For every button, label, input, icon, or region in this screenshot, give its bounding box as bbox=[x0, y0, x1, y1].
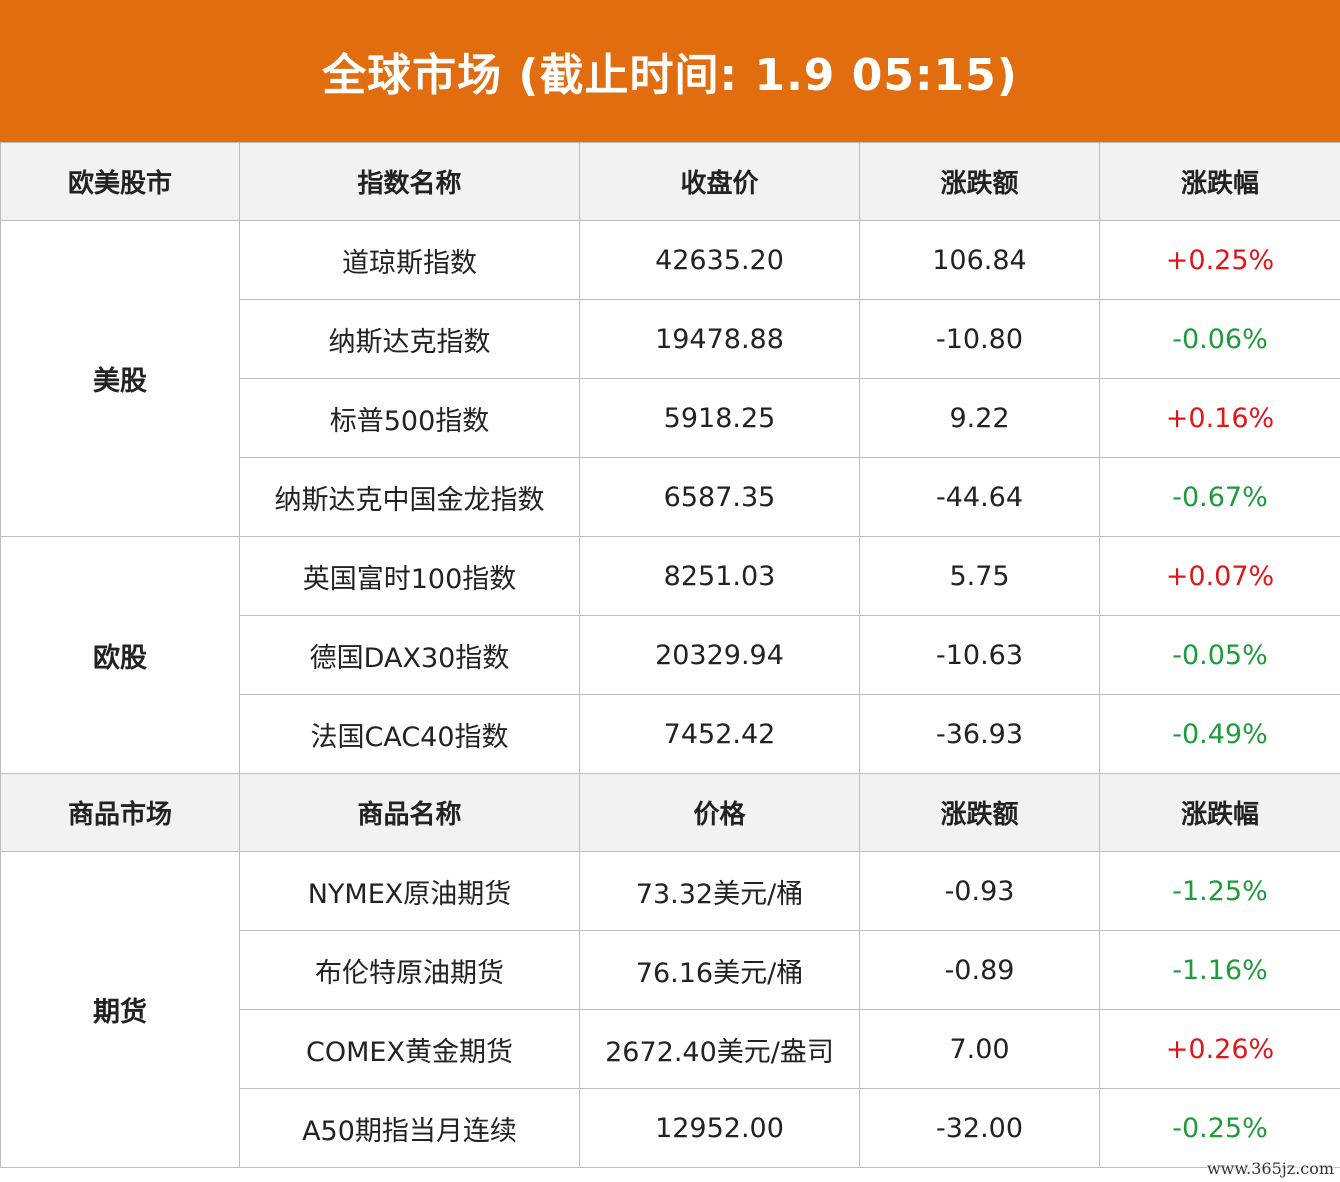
item-change: 7.00 bbox=[859, 1009, 1100, 1089]
table-row: A50期指当月连续 12952.00 -32.00 -0.25% bbox=[1, 1088, 1340, 1168]
table-row: 标普500指数 5918.25 9.22 +0.16% bbox=[1, 378, 1340, 458]
item-change: -44.64 bbox=[859, 457, 1100, 537]
header-row: 欧美股市 指数名称 收盘价 涨跌额 涨跌幅 bbox=[0, 142, 1340, 221]
group-label: 欧股 bbox=[0, 536, 240, 774]
item-change: 9.22 bbox=[859, 378, 1100, 458]
name-header: 指数名称 bbox=[239, 142, 580, 221]
item-change: -10.63 bbox=[859, 615, 1100, 695]
item-change-pct: +0.26% bbox=[1099, 1009, 1340, 1089]
item-change-pct: +0.16% bbox=[1099, 378, 1340, 458]
market-header: 欧美股市 bbox=[0, 142, 240, 221]
item-change: -36.93 bbox=[859, 694, 1100, 774]
item-change-pct: -0.49% bbox=[1099, 694, 1340, 774]
item-name: 标普500指数 bbox=[239, 378, 580, 458]
market-table: 欧美股市 指数名称 收盘价 涨跌额 涨跌幅 美股 道琼斯指数 42635.20 106.84 +0… bbox=[0, 142, 1340, 1168]
item-change: -0.89 bbox=[859, 930, 1100, 1010]
table-row: 美股 道琼斯指数 42635.20 106.84 +0.25% bbox=[0, 220, 1340, 537]
table-row: 欧股 英国富时100指数 8251.03 5.75 +0.07% bbox=[0, 536, 1340, 774]
price-header: 收盘价 bbox=[579, 142, 860, 221]
item-name: NYMEX原油期货 bbox=[239, 851, 580, 931]
item-price: 20329.94 bbox=[579, 615, 860, 695]
table-row: 法国CAC40指数 7452.42 -36.93 -0.49% bbox=[1, 694, 1340, 774]
price-header: 价格 bbox=[579, 773, 860, 852]
item-price: 73.32美元/桶 bbox=[579, 851, 860, 931]
table-row: 德国DAX30指数 20329.94 -10.63 -0.05% bbox=[1, 615, 1340, 695]
item-name: COMEX黄金期货 bbox=[239, 1009, 580, 1089]
item-change-pct: -0.25% bbox=[1099, 1088, 1340, 1168]
item-name: A50期指当月连续 bbox=[239, 1088, 580, 1168]
group-label: 期货 bbox=[0, 851, 240, 1168]
item-change-pct: +0.07% bbox=[1099, 536, 1340, 616]
item-change: 106.84 bbox=[859, 220, 1100, 300]
item-price: 8251.03 bbox=[579, 536, 860, 616]
item-price: 19478.88 bbox=[579, 299, 860, 379]
item-change-pct: -0.06% bbox=[1099, 299, 1340, 379]
item-price: 5918.25 bbox=[579, 378, 860, 458]
page-title: 全球市场 (截止时间: 1.9 05:15) bbox=[0, 0, 1340, 142]
item-change: -10.80 bbox=[859, 299, 1100, 379]
item-name: 英国富时100指数 bbox=[239, 536, 580, 616]
watermark: www.365jz.com bbox=[1206, 1159, 1334, 1178]
item-name: 纳斯达克中国金龙指数 bbox=[239, 457, 580, 537]
table-row: COMEX黄金期货 2672.40美元/盎司 7.00 +0.26% bbox=[1, 1009, 1340, 1089]
item-change: -0.93 bbox=[859, 851, 1100, 931]
table-row: 纳斯达克中国金龙指数 6587.35 -44.64 -0.67% bbox=[1, 457, 1340, 537]
item-change-pct: -1.25% bbox=[1099, 851, 1340, 931]
item-price: 7452.42 bbox=[579, 694, 860, 774]
item-name: 道琼斯指数 bbox=[239, 220, 580, 300]
table-row: 期货 NYMEX原油期货 73.32美元/桶 -0.93 -1.25% bbox=[0, 851, 1340, 1168]
item-price: 6587.35 bbox=[579, 457, 860, 537]
item-change-pct: -0.05% bbox=[1099, 615, 1340, 695]
item-change-pct: +0.25% bbox=[1099, 220, 1340, 300]
item-change-pct: -1.16% bbox=[1099, 930, 1340, 1010]
item-price: 12952.00 bbox=[579, 1088, 860, 1168]
pct-header: 涨跌幅 bbox=[1099, 773, 1340, 852]
item-price: 76.16美元/桶 bbox=[579, 930, 860, 1010]
item-change-pct: -0.67% bbox=[1099, 457, 1340, 537]
market-header: 商品市场 bbox=[0, 773, 240, 852]
item-name: 布伦特原油期货 bbox=[239, 930, 580, 1010]
item-name: 纳斯达克指数 bbox=[239, 299, 580, 379]
item-name: 德国DAX30指数 bbox=[239, 615, 580, 695]
pct-header: 涨跌幅 bbox=[1099, 142, 1340, 221]
change-header: 涨跌额 bbox=[859, 142, 1100, 221]
group-label: 美股 bbox=[0, 220, 240, 537]
change-header: 涨跌额 bbox=[859, 773, 1100, 852]
table-row: 布伦特原油期货 76.16美元/桶 -0.89 -1.16% bbox=[1, 930, 1340, 1010]
header-row: 商品市场 商品名称 价格 涨跌额 涨跌幅 bbox=[0, 773, 1340, 852]
item-price: 42635.20 bbox=[579, 220, 860, 300]
item-price: 2672.40美元/盎司 bbox=[579, 1009, 860, 1089]
item-change: 5.75 bbox=[859, 536, 1100, 616]
item-change: -32.00 bbox=[859, 1088, 1100, 1168]
name-header: 商品名称 bbox=[239, 773, 580, 852]
item-name: 法国CAC40指数 bbox=[239, 694, 580, 774]
